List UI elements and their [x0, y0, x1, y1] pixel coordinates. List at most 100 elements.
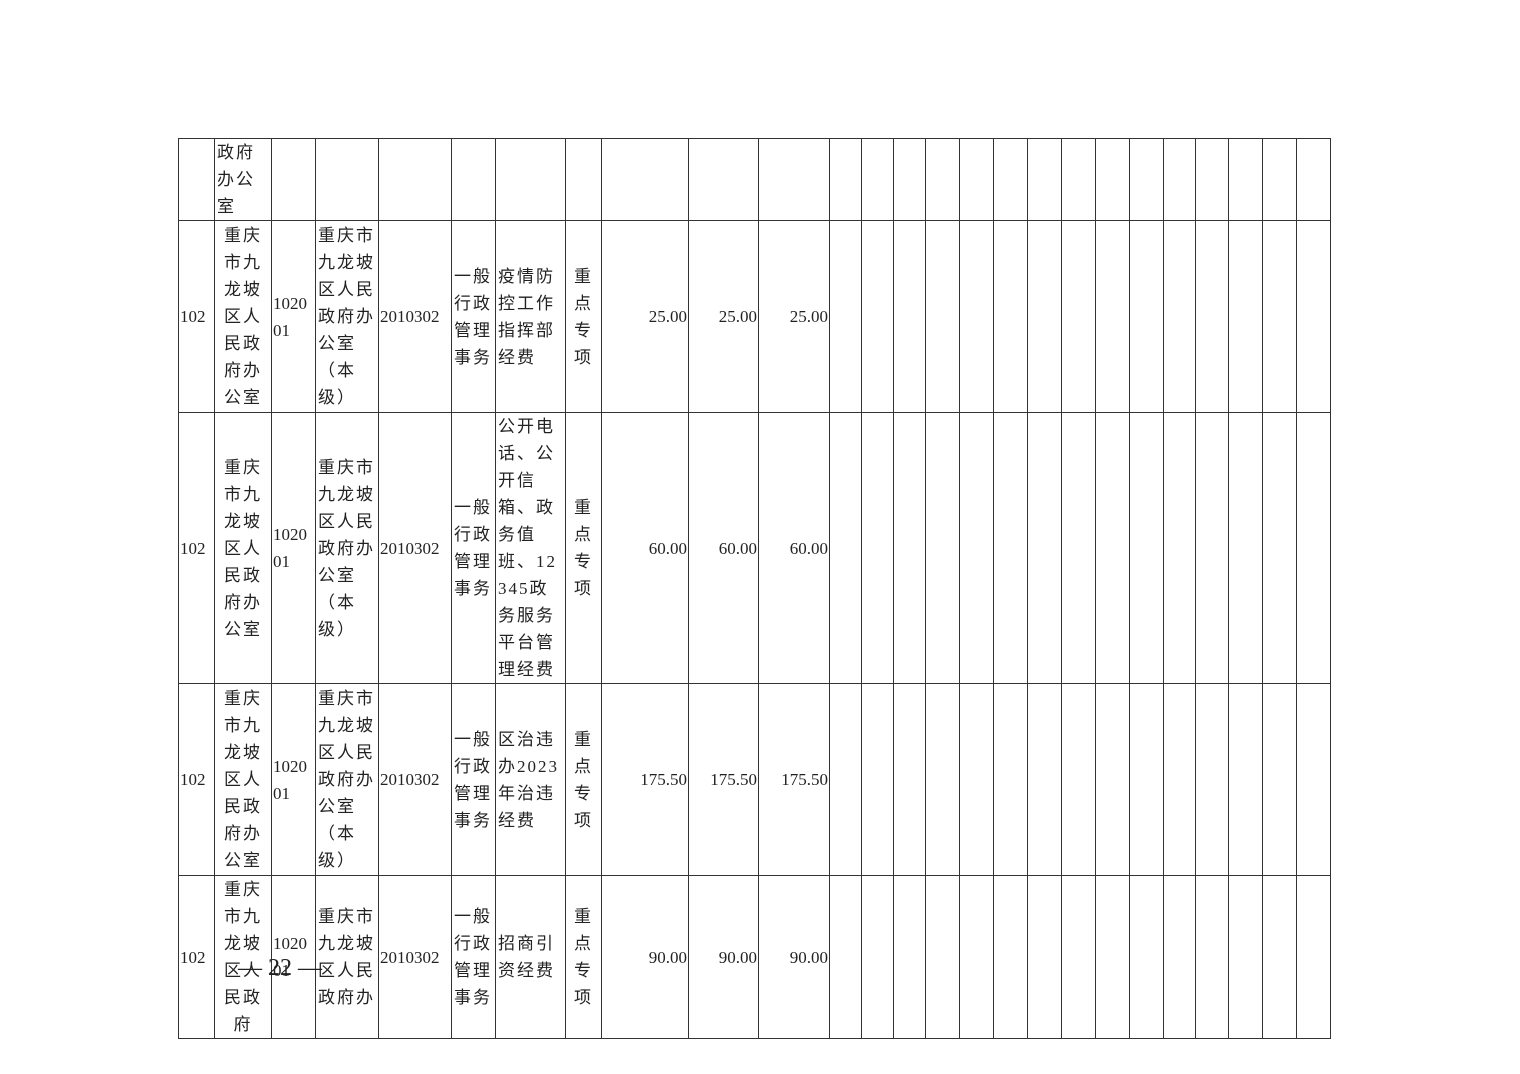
table-cell — [959, 138, 994, 221]
table-cell: 25.00 — [688, 220, 759, 413]
table-cell — [1129, 138, 1164, 221]
table-cell — [688, 138, 759, 221]
table-cell — [993, 683, 1028, 876]
table-cell — [861, 683, 894, 876]
table-cell — [1095, 683, 1130, 876]
table-cell — [601, 138, 689, 221]
table-cell — [1262, 412, 1297, 684]
table-cell: 重点专项 — [565, 412, 602, 684]
table-cell: 102001 — [271, 875, 316, 1039]
table-cell: 175.50 — [758, 683, 830, 876]
table-cell — [1129, 412, 1164, 684]
table-cell — [1228, 683, 1263, 876]
table-cell: 102001 — [271, 220, 316, 413]
table-cell — [1027, 138, 1062, 221]
table-cell — [959, 412, 994, 684]
table-cell — [1195, 138, 1229, 221]
table-cell — [1095, 412, 1130, 684]
table-cell — [1163, 220, 1196, 413]
table-cell — [565, 138, 602, 221]
table-cell — [993, 220, 1028, 413]
table-cell: 重庆市九龙坡区人民政府办公室 — [214, 220, 272, 413]
table-cell — [1061, 220, 1096, 413]
table-cell — [1228, 412, 1263, 684]
table-cell — [1163, 875, 1196, 1039]
table-cell — [893, 683, 926, 876]
table-cell — [1129, 683, 1164, 876]
page-number: — 22 — — [238, 955, 322, 981]
table-cell — [993, 138, 1028, 221]
table-cell — [1027, 412, 1062, 684]
table-cell: 2010302 — [378, 412, 452, 684]
table-cell — [1262, 138, 1297, 221]
table-cell: 90.00 — [688, 875, 759, 1039]
table-cell: 重庆市九龙坡区人民政府 — [214, 875, 272, 1039]
table-cell: 重点专项 — [565, 875, 602, 1039]
table-cell — [893, 138, 926, 221]
table-cell — [925, 138, 960, 221]
table-cell: 重庆市九龙坡区人民政府办公室 — [214, 412, 272, 684]
table-cell: 102 — [178, 220, 215, 413]
table-cell: 90.00 — [601, 875, 689, 1039]
table-cell: 2010302 — [378, 220, 452, 413]
table-cell: 重庆市九龙坡区人民政府办公室（本级） — [315, 220, 379, 413]
table-cell — [1027, 875, 1062, 1039]
table-cell — [925, 412, 960, 684]
table-cell — [1027, 683, 1062, 876]
table-cell — [1163, 683, 1196, 876]
table-cell: 102 — [178, 412, 215, 684]
table-cell: 25.00 — [758, 220, 830, 413]
table-cell — [1262, 875, 1297, 1039]
table-cell: 重庆市九龙坡区人民政府办公室（本级） — [315, 683, 379, 876]
table-cell: 一般行政管理事务 — [451, 220, 496, 413]
table-cell: 175.50 — [601, 683, 689, 876]
table-cell: 102001 — [271, 683, 316, 876]
table-cell: 疫情防控工作指挥部经费 — [495, 220, 566, 413]
table-cell — [829, 220, 862, 413]
table-cell — [1095, 220, 1130, 413]
table-cell — [893, 412, 926, 684]
table-cell — [861, 138, 894, 221]
table-cell: 重点专项 — [565, 220, 602, 413]
table-cell — [893, 875, 926, 1039]
table-cell — [1195, 875, 1229, 1039]
table-cell — [315, 138, 379, 221]
table-cell: 60.00 — [758, 412, 830, 684]
table-cell — [1296, 412, 1331, 684]
table-row: 102 重庆市九龙坡区人民政府办公室 102001 重庆市九龙坡区人民政府办公室（本级… — [178, 220, 1331, 413]
table-cell — [1195, 683, 1229, 876]
table-cell: 区治违办2023年治违经费 — [495, 683, 566, 876]
table-cell — [1228, 875, 1263, 1039]
table-cell — [378, 138, 452, 221]
table-cell — [861, 412, 894, 684]
table-cell — [993, 875, 1028, 1039]
table-cell: 一般行政管理事务 — [451, 875, 496, 1039]
table-cell — [1262, 683, 1297, 876]
table-cell: 60.00 — [601, 412, 689, 684]
table-cell — [495, 138, 566, 221]
table-cell: 重点专项 — [565, 683, 602, 876]
table-cell — [271, 138, 316, 221]
table-cell: 90.00 — [758, 875, 830, 1039]
table-cell: 2010302 — [378, 683, 452, 876]
table-cell: 公开电话、公开信箱、政务值班、12345政务服务平台管理经费 — [495, 412, 566, 684]
table-cell: 102 — [178, 875, 215, 1039]
table-row: 102 重庆市九龙坡区人民政府办公室 102001 重庆市九龙坡区人民政府办公室（本级… — [178, 683, 1331, 876]
table-cell: 102001 — [271, 412, 316, 684]
table-cell — [1296, 683, 1331, 876]
table-cell — [993, 412, 1028, 684]
table-cell: 102 — [178, 683, 215, 876]
table-cell — [178, 138, 215, 221]
budget-table: 政府办公室 102 重庆市九龙坡区人民政府办公室 102001 重庆市九龙坡区人民政府办… — [178, 138, 1331, 1039]
table-cell — [829, 875, 862, 1039]
table-cell — [861, 220, 894, 413]
table-cell: 重庆市九龙坡区人民政府办 — [315, 875, 379, 1039]
table-cell — [1061, 875, 1096, 1039]
table-cell — [925, 875, 960, 1039]
table-cell: 招商引资经费 — [495, 875, 566, 1039]
table-cell — [829, 138, 862, 221]
table-cell — [758, 138, 830, 221]
table-cell — [1027, 220, 1062, 413]
table-cell — [829, 683, 862, 876]
